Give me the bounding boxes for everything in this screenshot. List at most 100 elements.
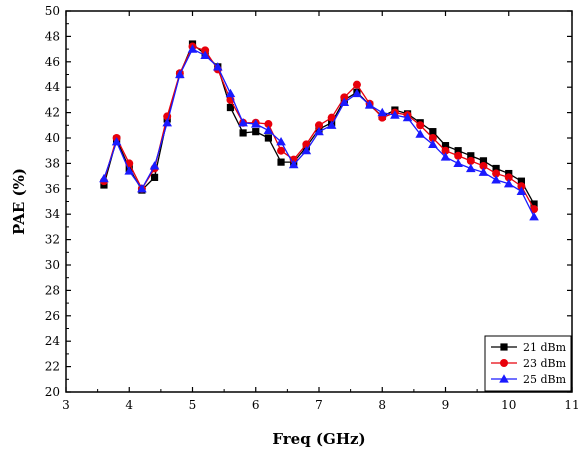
- x-tick-label: 10: [501, 398, 516, 412]
- legend-label: 23 dBm: [523, 357, 567, 370]
- data-point: [225, 88, 236, 98]
- x-tick-label: 8: [378, 398, 386, 412]
- x-tick-label: 3: [62, 398, 70, 412]
- data-point: [516, 186, 527, 195]
- data-point: [415, 129, 425, 138]
- data-point: [352, 80, 361, 89]
- legend-marker: [499, 374, 509, 383]
- data-point: [429, 128, 437, 136]
- data-point: [479, 161, 488, 170]
- data-point: [111, 137, 122, 146]
- data-point: [503, 178, 514, 188]
- data-point: [478, 167, 489, 176]
- data-point: [301, 145, 312, 155]
- data-point: [364, 100, 375, 109]
- data-point: [428, 139, 438, 148]
- data-point: [492, 164, 500, 173]
- data-point: [504, 173, 513, 182]
- data-point: [454, 151, 463, 160]
- data-point: [264, 134, 272, 142]
- y-tick-label: 40: [45, 131, 60, 145]
- data-point: [264, 120, 273, 129]
- data-point: [530, 205, 539, 214]
- y-tick-label: 48: [45, 29, 60, 43]
- data-point: [162, 117, 172, 127]
- data-point: [276, 137, 286, 146]
- y-tick-label: 50: [45, 4, 60, 18]
- data-point: [213, 62, 223, 71]
- data-point: [314, 126, 324, 136]
- data-point: [302, 140, 311, 149]
- data-point: [200, 50, 210, 60]
- legend-label: 25 dBm: [523, 373, 567, 386]
- data-point: [252, 128, 260, 136]
- legend-marker: [500, 359, 508, 367]
- legend-marker: [500, 343, 508, 351]
- series-2: [99, 44, 539, 221]
- y-tick-label: 30: [45, 258, 60, 272]
- data-point: [390, 110, 400, 119]
- data-point: [277, 158, 285, 166]
- data-point: [315, 121, 323, 130]
- x-axis-title: Freq (GHz): [272, 430, 365, 448]
- data-point: [327, 113, 336, 122]
- data-point: [402, 112, 413, 122]
- y-tick-label: 38: [45, 156, 60, 170]
- data-point: [441, 142, 450, 150]
- data-point: [149, 161, 160, 170]
- data-point: [492, 169, 501, 178]
- y-tick-label: 20: [45, 385, 60, 399]
- legend-layer: 21 dBm 23 dBm 25 dBm: [484, 335, 572, 392]
- data-point: [441, 146, 450, 155]
- data-point: [99, 173, 109, 183]
- data-point: [479, 157, 488, 165]
- y-tick-label: 32: [45, 233, 60, 247]
- y-axis-title: PAE (%): [10, 168, 28, 235]
- x-tick-label: 11: [564, 398, 579, 412]
- data-point: [440, 152, 451, 161]
- data-point: [150, 173, 159, 181]
- data-point: [467, 152, 475, 160]
- x-tick-label: 5: [189, 398, 197, 412]
- data-point: [340, 93, 349, 102]
- data-point: [175, 69, 185, 79]
- data-point: [428, 134, 437, 142]
- data-point: [454, 147, 462, 155]
- data-point: [124, 166, 135, 175]
- y-tick-label: 28: [45, 283, 60, 297]
- data-point: [326, 120, 337, 129]
- x-tick-label: 4: [125, 398, 133, 412]
- y-tick-label: 36: [45, 182, 60, 196]
- x-tick-label: 6: [252, 398, 260, 412]
- y-tick-label: 24: [45, 334, 61, 348]
- y-tick-label: 34: [45, 207, 61, 221]
- data-point: [377, 107, 388, 117]
- data-point: [250, 119, 261, 128]
- data-point: [517, 182, 526, 191]
- data-point: [238, 117, 248, 127]
- data-point: [277, 146, 286, 155]
- series-layer: [99, 40, 539, 221]
- y-tick-label: 46: [45, 55, 60, 69]
- data-point: [187, 44, 198, 53]
- plot-frame: [65, 10, 573, 393]
- data-point: [137, 184, 147, 193]
- data-point: [352, 88, 362, 98]
- data-point: [529, 211, 539, 221]
- data-point: [416, 121, 425, 130]
- y-tick-label: 26: [45, 309, 60, 323]
- data-point: [466, 156, 475, 165]
- x-tick-label: 9: [442, 398, 450, 412]
- data-point: [453, 158, 463, 167]
- x-tick-label: 7: [315, 398, 323, 412]
- data-point: [466, 163, 476, 173]
- data-point: [226, 103, 235, 112]
- y-tick-label: 42: [45, 106, 60, 120]
- y-tick-label: 22: [45, 360, 60, 374]
- data-point: [530, 200, 538, 208]
- data-point: [339, 97, 350, 107]
- data-point: [517, 177, 525, 185]
- legend-label: 21 dBm: [523, 341, 567, 354]
